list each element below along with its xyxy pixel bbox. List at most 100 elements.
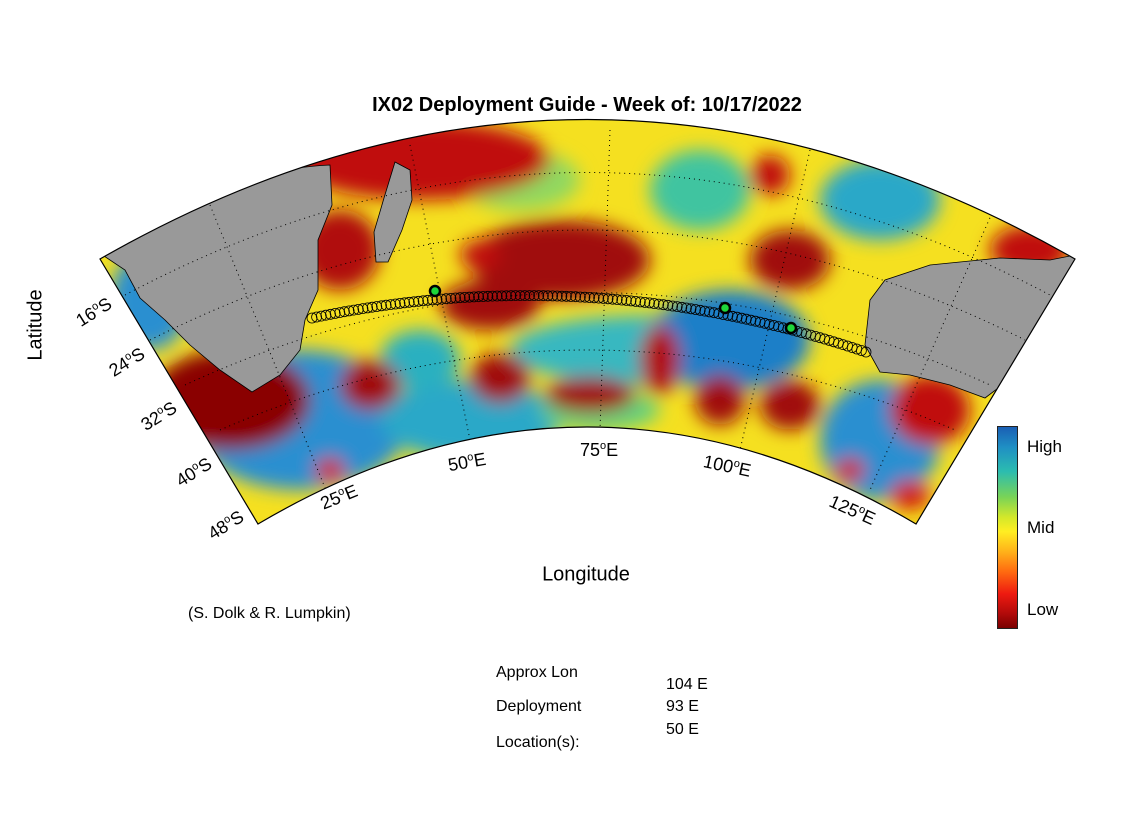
track-point <box>343 305 355 317</box>
y-axis-label: Latitude <box>24 289 47 361</box>
track-point <box>315 310 327 322</box>
track-point <box>389 298 401 310</box>
track-point <box>403 296 415 308</box>
track-point <box>524 290 535 302</box>
track-point <box>505 290 517 302</box>
deployment-label-line2: Deployment <box>496 698 582 715</box>
track-point <box>565 291 577 302</box>
credit-text: (S. Dolk & R. Lumpkin) <box>188 605 351 622</box>
track-point <box>727 310 738 322</box>
deployment-label-line3: Location(s): <box>496 734 580 751</box>
track-point <box>630 295 642 307</box>
deployment-lon-3: 50 E <box>666 721 699 738</box>
track-point <box>653 298 665 310</box>
track-point <box>584 292 595 303</box>
track-point <box>394 297 406 309</box>
deployment-marker-93e <box>718 301 732 315</box>
track-point <box>329 307 341 319</box>
track-point <box>445 292 457 304</box>
x-axis-label: Longitude <box>542 563 630 586</box>
track-point <box>528 290 540 302</box>
track-point <box>657 299 669 311</box>
track-point <box>496 290 508 302</box>
track-point <box>348 304 360 316</box>
track-point <box>561 290 572 302</box>
track-point <box>593 292 605 304</box>
colorbar-label-mid: Mid <box>1027 518 1055 537</box>
track-point <box>547 290 558 302</box>
track-point <box>366 301 378 313</box>
track-point <box>667 300 678 312</box>
lon-tick-75e: 75oE <box>580 440 619 460</box>
track-point <box>685 303 697 315</box>
track-point <box>487 290 498 302</box>
track-point <box>542 290 554 302</box>
deployment-lon-2: 93 E <box>666 698 699 715</box>
track-point <box>510 290 521 302</box>
track-point <box>537 290 549 302</box>
track-point <box>699 305 711 317</box>
track-point <box>579 291 591 303</box>
track-point <box>436 293 448 305</box>
deployment-markers <box>428 284 798 335</box>
track-point <box>588 292 600 304</box>
track-point <box>362 302 374 314</box>
track-point <box>856 345 867 356</box>
track-point <box>357 303 369 315</box>
deployment-track <box>306 290 872 358</box>
track-point <box>376 300 387 312</box>
track-point <box>690 304 701 315</box>
track-point <box>519 290 531 302</box>
deployment-label-line1: Approx Lon <box>496 664 578 681</box>
track-point <box>681 302 692 314</box>
track-point <box>417 295 429 307</box>
track-point <box>408 296 420 308</box>
track-point <box>625 295 637 307</box>
track-point <box>607 293 618 305</box>
deployment-marker-104e <box>784 321 798 335</box>
track-point <box>450 292 461 304</box>
track-point <box>611 294 623 306</box>
track-point <box>338 306 350 318</box>
track-point <box>477 291 489 302</box>
track-point <box>500 290 512 302</box>
map-title: IX02 Deployment Guide - Week of: 10/17/2… <box>372 94 802 116</box>
track-point <box>676 301 688 313</box>
track-point <box>352 303 364 315</box>
track-point <box>385 299 397 311</box>
track-point <box>380 299 392 311</box>
track-point <box>694 304 706 316</box>
track-point <box>514 290 526 302</box>
track-point <box>860 346 872 358</box>
track-point <box>570 291 581 303</box>
track-point <box>648 298 660 309</box>
track-point <box>468 291 480 303</box>
track-point <box>371 301 383 312</box>
track-point <box>634 296 646 308</box>
track-point <box>616 294 628 306</box>
track-point <box>440 293 452 305</box>
track-point <box>556 290 568 302</box>
track-point <box>422 294 434 306</box>
track-point <box>482 290 494 302</box>
track-point <box>473 291 485 303</box>
track-point <box>454 292 466 304</box>
track-point <box>662 299 674 311</box>
track-point <box>413 295 424 307</box>
deployment-marker-50e <box>428 284 442 298</box>
ocean-heatmap <box>100 120 1075 524</box>
track-point <box>639 296 651 308</box>
track-point <box>463 291 475 303</box>
track-point <box>491 290 503 302</box>
track-point <box>399 297 411 309</box>
track-point <box>621 294 632 306</box>
track-point <box>602 293 614 305</box>
track-point <box>551 290 563 302</box>
colorbar <box>997 426 1018 629</box>
map-frame <box>99 119 1076 525</box>
track-point <box>533 290 545 302</box>
track-point <box>671 301 683 313</box>
deployment-lon-1: 104 E <box>666 676 708 693</box>
colorbar-label-high: High <box>1027 437 1062 456</box>
